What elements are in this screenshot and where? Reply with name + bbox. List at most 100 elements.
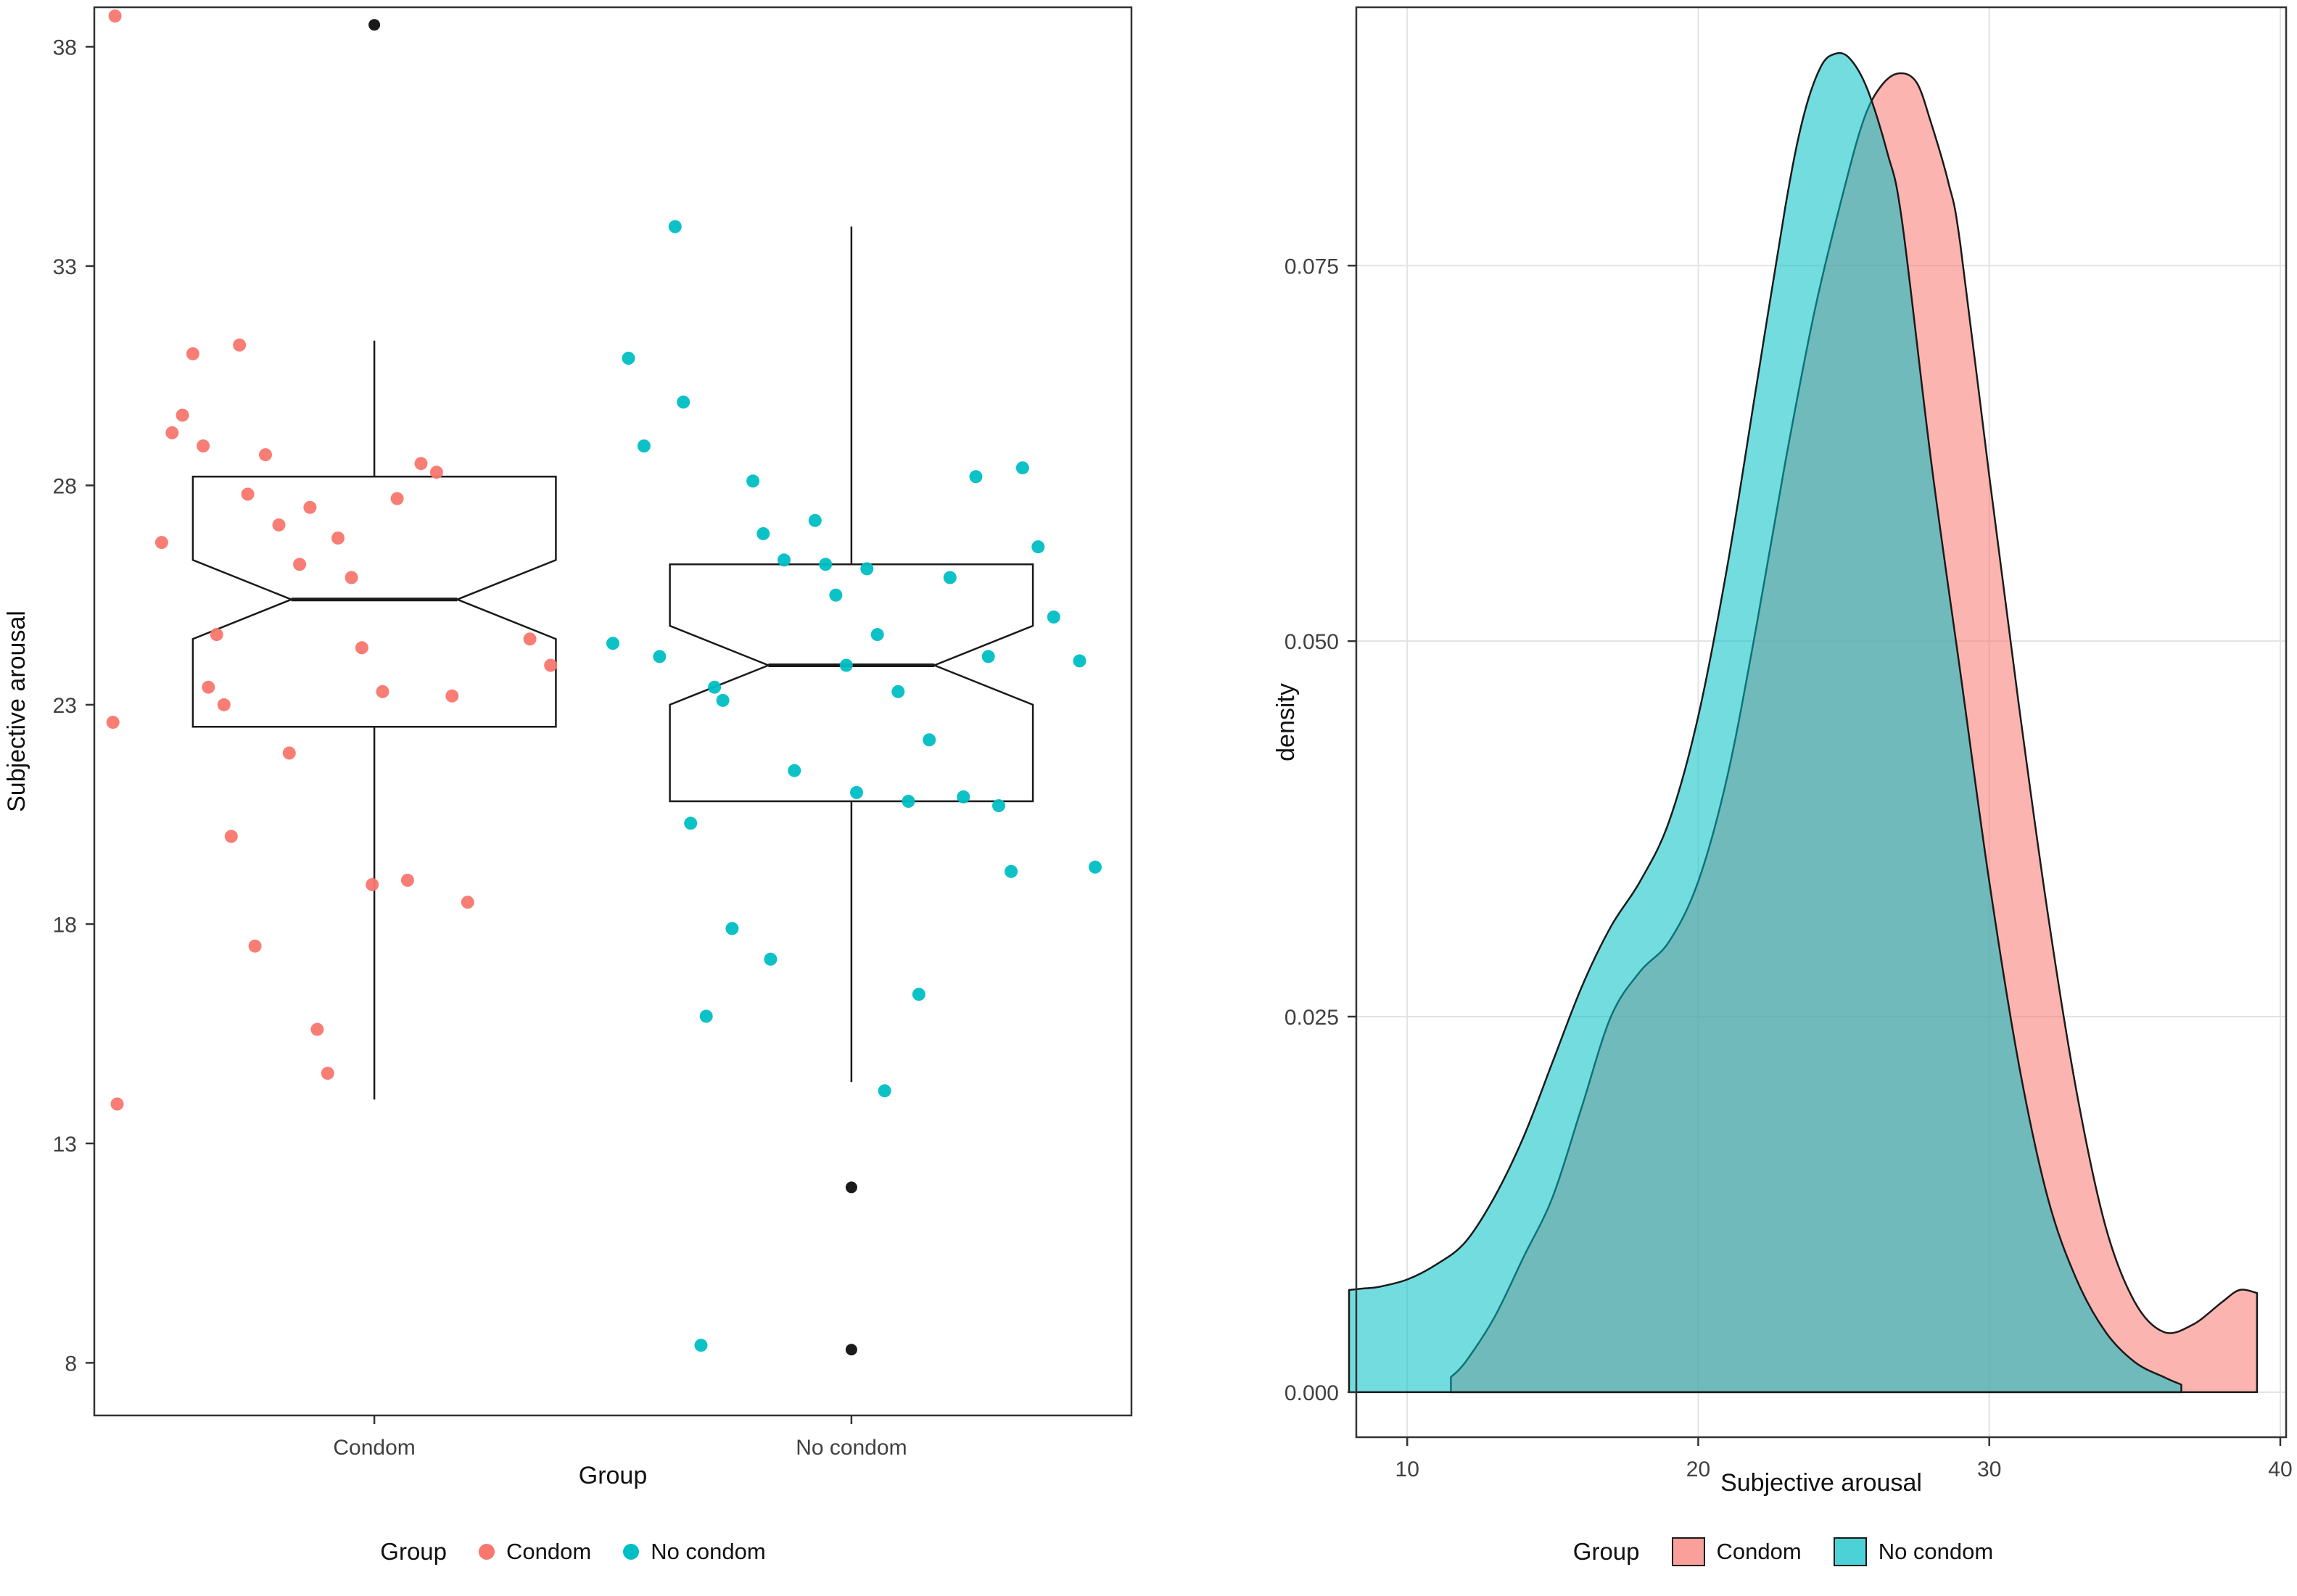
y-tick-label: 0.075 bbox=[1284, 255, 1339, 278]
outlier-point bbox=[845, 1344, 857, 1356]
jitter-point bbox=[829, 588, 843, 602]
x-tick-label: 30 bbox=[1977, 1458, 2001, 1481]
jitter-point bbox=[860, 562, 874, 576]
jitter-point bbox=[210, 628, 223, 642]
jitter-point bbox=[523, 632, 537, 646]
jitter-point bbox=[233, 338, 247, 352]
x-tick-label: 40 bbox=[2268, 1458, 2292, 1481]
y-tick-label: 28 bbox=[53, 474, 77, 498]
density-legend-item-nocondom: No condom bbox=[1833, 1537, 1994, 1566]
jitter-point bbox=[282, 746, 296, 760]
jitter-point bbox=[778, 553, 791, 567]
jitter-point bbox=[992, 799, 1005, 813]
jitter-point bbox=[699, 1009, 713, 1023]
y-tick-label: 38 bbox=[53, 36, 77, 59]
y-tick-label: 13 bbox=[53, 1133, 77, 1157]
jitter-point bbox=[248, 939, 262, 953]
density-legend: Group Condom No condom bbox=[1269, 1523, 2297, 1581]
jitter-point bbox=[850, 785, 863, 799]
jitter-point bbox=[429, 466, 443, 479]
jitter-point bbox=[461, 896, 474, 909]
density-x-axis-title: Subjective arousal bbox=[1720, 1469, 1922, 1497]
density-legend-item-condom: Condom bbox=[1671, 1537, 1802, 1566]
jitter-point bbox=[400, 873, 414, 887]
jitter-point bbox=[819, 558, 833, 571]
density-legend-label-nocondom: No condom bbox=[1878, 1539, 1994, 1564]
boxplot-figure: Group Subjective arousal 8 13 18 23 28 33 38 Co… bbox=[0, 0, 1146, 1596]
jitter-point bbox=[923, 733, 936, 747]
jitter-point bbox=[764, 952, 778, 966]
jitter-point bbox=[217, 698, 231, 711]
nocondom-fill-swatch-icon bbox=[1833, 1537, 1867, 1566]
jitter-point bbox=[668, 220, 682, 233]
jitter-point bbox=[622, 352, 635, 365]
jitter-point bbox=[202, 680, 215, 694]
jitter-point bbox=[653, 650, 667, 663]
jitter-point bbox=[355, 641, 368, 655]
jitter-point bbox=[870, 628, 884, 642]
jitter-point bbox=[272, 518, 286, 532]
jitter-point bbox=[154, 536, 168, 550]
x-category-label: Condom bbox=[333, 1436, 415, 1460]
jitter-point bbox=[224, 830, 238, 843]
jitter-point bbox=[106, 716, 120, 729]
jitter-point bbox=[1073, 654, 1086, 668]
boxplot-y-axis-title: Subjective arousal bbox=[3, 611, 30, 812]
y-tick-label: 0.050 bbox=[1284, 630, 1339, 654]
boxplot-legend-title: Group bbox=[380, 1538, 447, 1565]
jitter-point bbox=[981, 650, 995, 663]
condom-fill-swatch-icon bbox=[1671, 1537, 1705, 1566]
jitter-point bbox=[1031, 540, 1045, 554]
jitter-point bbox=[708, 680, 722, 694]
jitter-point bbox=[390, 492, 404, 505]
jitter-point bbox=[366, 878, 379, 891]
jitter-point bbox=[345, 571, 358, 584]
boxplot-legend-label-condom: Condom bbox=[506, 1539, 592, 1564]
jitter-point bbox=[303, 500, 317, 514]
jitter-point bbox=[902, 795, 915, 808]
jitter-point bbox=[943, 571, 957, 584]
density-y-axis-title: density bbox=[1272, 683, 1300, 761]
jitter-point bbox=[176, 408, 189, 422]
boxplot-canvas: Group Subjective arousal 8 13 18 23 28 33 38 Co… bbox=[3, 6, 1133, 1489]
jitter-point bbox=[912, 988, 925, 1001]
jitter-point bbox=[544, 658, 558, 672]
boxplot-legend-label-nocondom: No condom bbox=[651, 1539, 766, 1564]
boxplot-legend: Group Condom No condom bbox=[0, 1523, 1146, 1581]
y-tick-label: 23 bbox=[53, 694, 77, 718]
jitter-point bbox=[331, 532, 345, 545]
jitter-point bbox=[716, 693, 730, 707]
x-tick-label: 20 bbox=[1686, 1458, 1710, 1481]
condom-point-swatch-icon bbox=[479, 1544, 495, 1560]
jitter-point bbox=[445, 689, 459, 703]
jitter-point bbox=[677, 395, 690, 409]
density-panel-border bbox=[1355, 6, 2288, 1439]
notched-box bbox=[191, 476, 557, 728]
jitter-point bbox=[878, 1084, 891, 1098]
jitter-point bbox=[293, 558, 307, 571]
jitter-point bbox=[606, 637, 619, 650]
y-tick-label: 0.025 bbox=[1284, 1006, 1339, 1030]
jitter-point bbox=[241, 487, 255, 501]
x-tick-label: 10 bbox=[1395, 1458, 1419, 1481]
y-tick-label: 18 bbox=[53, 913, 77, 937]
jitter-point bbox=[186, 347, 199, 360]
jitter-point bbox=[637, 439, 651, 452]
jitter-point bbox=[957, 790, 970, 803]
y-tick-label: 8 bbox=[65, 1352, 77, 1376]
jitter-point bbox=[891, 685, 905, 698]
jitter-point bbox=[197, 439, 210, 452]
jitter-point bbox=[259, 448, 272, 462]
notched-box bbox=[669, 563, 1034, 803]
boxplot-legend-item-nocondom: No condom bbox=[623, 1539, 766, 1565]
y-tick-label: 0.000 bbox=[1284, 1381, 1339, 1405]
density-figure: Subjective arousal density 0.000 0.025 0.0… bbox=[1269, 0, 2297, 1596]
boxplot-legend-item-condom: Condom bbox=[479, 1539, 591, 1565]
jitter-point bbox=[756, 527, 770, 540]
outlier-point bbox=[368, 19, 381, 31]
outlier-point bbox=[845, 1181, 857, 1194]
jitter-point bbox=[808, 513, 822, 527]
x-category-label: No condom bbox=[796, 1436, 907, 1460]
density-area bbox=[1348, 51, 2182, 1394]
jitter-point bbox=[310, 1022, 324, 1036]
